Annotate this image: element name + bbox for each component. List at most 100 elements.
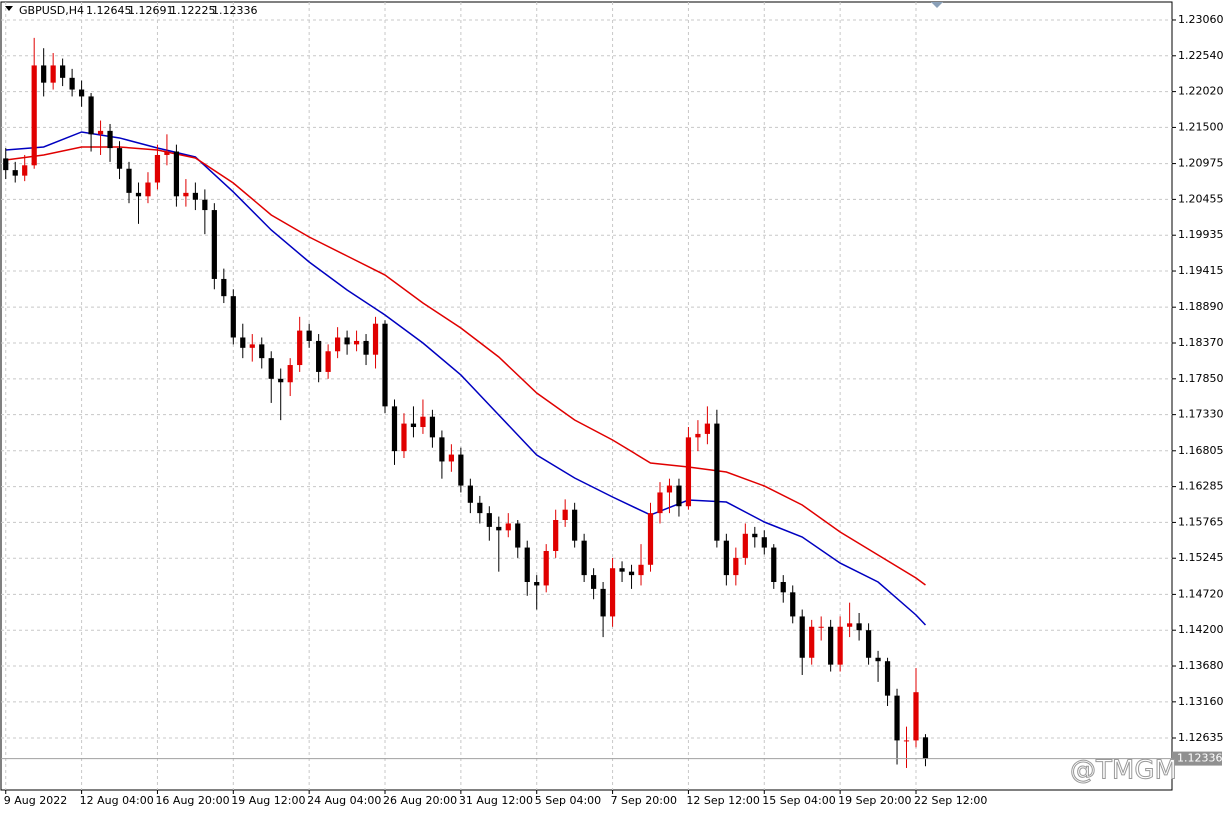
candle-body	[809, 626, 815, 658]
y-tick-label: 1.13160	[1178, 695, 1224, 708]
header-open: 1.12645	[86, 4, 132, 17]
candle-body	[97, 130, 104, 135]
x-tick-label: 19 Sep 20:00	[838, 794, 911, 807]
candle-body	[913, 692, 919, 741]
header-low: 1.12225	[170, 4, 216, 17]
y-tick-label: 1.13680	[1178, 659, 1224, 672]
candle-body	[828, 626, 834, 665]
moving-average	[5, 131, 927, 626]
candle-body	[31, 65, 37, 166]
candle-body	[922, 737, 929, 759]
candle-body	[401, 423, 407, 452]
candle-body	[733, 557, 739, 576]
candle-body	[477, 502, 483, 514]
x-tick-label: 5 Sep 04:00	[535, 794, 601, 807]
candle-body	[685, 437, 692, 507]
candle-body	[372, 323, 379, 355]
candle-body	[761, 537, 767, 548]
candle-body	[647, 513, 654, 565]
y-tick-label: 1.20975	[1178, 157, 1224, 170]
candle-body	[875, 657, 881, 662]
candle-body	[884, 661, 891, 696]
shift-marker[interactable]	[931, 2, 943, 8]
candle-body	[657, 492, 663, 514]
candle-body	[145, 182, 151, 197]
candle-body	[467, 485, 473, 503]
y-tick-label: 1.21500	[1178, 120, 1224, 133]
candle-body	[714, 423, 720, 541]
candle-body	[173, 151, 180, 197]
y-tick-label: 1.19935	[1178, 228, 1224, 241]
candle-body	[107, 130, 113, 149]
candle-body	[154, 154, 161, 183]
x-tick-label: 22 Sep 12:00	[914, 794, 987, 807]
candle-body	[88, 96, 94, 135]
x-tick-label: 12 Sep 12:00	[686, 794, 759, 807]
candle-body	[221, 278, 227, 297]
candle-body	[742, 533, 748, 558]
candle-body	[240, 337, 246, 348]
candle-body	[334, 337, 341, 352]
y-tick-label: 1.16285	[1178, 480, 1224, 493]
candle-body	[116, 148, 123, 169]
candle-body	[524, 547, 530, 582]
candle-body	[581, 540, 587, 576]
candle-body	[344, 337, 350, 345]
candle-body	[135, 192, 142, 197]
candle-body	[496, 526, 502, 531]
candle-body	[790, 592, 796, 617]
candle-body	[486, 513, 492, 527]
candle-body	[752, 533, 758, 538]
candle-body	[69, 77, 75, 90]
candle-body	[448, 454, 454, 462]
y-tick-label: 1.22020	[1178, 85, 1224, 98]
candle-body	[799, 616, 805, 658]
candle-body	[183, 192, 189, 197]
candle-body	[41, 65, 47, 83]
moving-average	[5, 146, 926, 586]
x-tick-label: 7 Sep 20:00	[611, 794, 677, 807]
y-tick-label: 1.15765	[1178, 515, 1224, 528]
candle-body	[543, 551, 549, 586]
y-tick-label: 1.22540	[1178, 49, 1224, 62]
candle-body	[306, 330, 312, 341]
candle-body	[202, 199, 208, 211]
candle-body	[572, 509, 578, 541]
candle-body	[553, 520, 559, 552]
candle-body	[12, 170, 18, 176]
y-tick-label: 1.17330	[1178, 408, 1224, 421]
candle-body	[638, 564, 644, 576]
candle-body	[3, 158, 9, 171]
y-tick-label: 1.19415	[1178, 264, 1224, 277]
y-tick-label: 1.12635	[1178, 731, 1224, 744]
candle-body	[287, 365, 293, 383]
candle-body	[619, 568, 625, 572]
x-tick-label: 12 Aug 04:00	[80, 794, 154, 807]
candle-body	[562, 509, 568, 521]
candle-body	[723, 540, 729, 576]
x-tick-label: 31 Aug 12:00	[459, 794, 533, 807]
candle-body	[771, 547, 777, 582]
y-tick-label: 1.14200	[1178, 623, 1224, 636]
candle-body	[164, 151, 170, 155]
candle-body	[695, 433, 701, 438]
candle-body	[325, 351, 331, 372]
chart-title: GBPUSD,H4	[19, 4, 84, 17]
header-close: 1.12336	[212, 4, 258, 17]
y-tick-label: 1.23060	[1178, 13, 1224, 26]
candle-body	[126, 168, 132, 193]
candle-body	[259, 344, 265, 359]
candle-body	[847, 623, 853, 627]
x-tick-label: 19 Aug 12:00	[231, 794, 305, 807]
candle-body	[410, 423, 417, 428]
candle-body	[22, 165, 28, 176]
candle-body	[192, 192, 198, 200]
candle-body	[780, 581, 786, 593]
y-tick-label: 1.17850	[1178, 372, 1224, 385]
collapse-icon[interactable]	[5, 6, 13, 11]
watermark: @TMGM	[1070, 756, 1177, 786]
plot-frame	[0, 1, 1173, 791]
x-tick-label: 24 Aug 04:00	[307, 794, 381, 807]
